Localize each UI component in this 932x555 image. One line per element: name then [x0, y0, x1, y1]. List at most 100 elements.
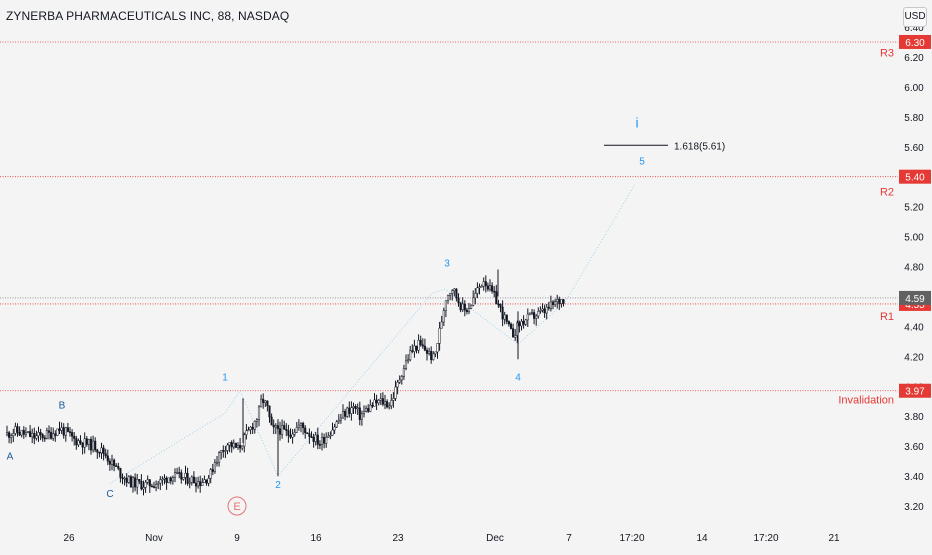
candle-body: [54, 433, 57, 436]
candle-body: [341, 411, 345, 419]
candle-body: [173, 472, 177, 478]
candle-body: [537, 311, 540, 317]
candle-body: [295, 427, 298, 433]
wave-label-b: B: [59, 401, 66, 412]
candle-body: [283, 425, 286, 430]
price-tick-label: 3.60: [904, 442, 924, 453]
candle-body: [207, 478, 210, 484]
candle-body: [352, 406, 355, 408]
candle-body: [482, 281, 485, 287]
candle-body: [419, 339, 422, 345]
candle-body: [197, 481, 200, 487]
candle-body: [211, 469, 214, 472]
candle-body: [327, 435, 330, 438]
candle-body: [354, 406, 357, 409]
candle-body: [451, 290, 454, 294]
candle-body: [24, 432, 27, 435]
candle-body: [29, 431, 32, 437]
candle-body: [417, 339, 420, 351]
candle-body: [247, 429, 250, 431]
candle-body: [89, 439, 93, 451]
candle-body: [274, 425, 277, 428]
candle-body: [394, 386, 397, 399]
wave-label-1: 1: [222, 372, 228, 383]
candle-body: [350, 407, 353, 414]
candle-body: [446, 295, 450, 301]
candle-body: [400, 376, 403, 381]
candle-body: [299, 423, 303, 426]
candle-body: [52, 433, 55, 439]
candle-body: [165, 477, 168, 483]
candle-body: [102, 447, 105, 454]
candle-body: [43, 437, 46, 440]
time-tick-label: 21: [828, 533, 840, 544]
candle-body: [64, 427, 67, 436]
candle-body: [272, 424, 275, 428]
candle-body: [18, 432, 21, 436]
level-tag-r2: 5.40: [905, 173, 925, 184]
candle-body: [146, 479, 149, 483]
time-tick-label: Dec: [486, 533, 504, 544]
candle-body: [234, 442, 237, 448]
candle-body: [497, 303, 500, 306]
candle-body: [83, 438, 86, 448]
candle-body: [379, 398, 382, 401]
candle-body: [476, 287, 479, 294]
time-tick-label: 17:20: [619, 533, 644, 544]
candle-body: [213, 462, 216, 472]
candle-body: [369, 404, 372, 412]
price-tick-label: 6.20: [904, 53, 924, 64]
candle-body: [10, 435, 13, 438]
candle-body: [281, 425, 284, 435]
price-tick-label: 6.00: [904, 83, 924, 94]
candle-body: [436, 343, 439, 353]
candle-body: [430, 350, 433, 361]
candle-body: [184, 472, 187, 478]
candle-body: [562, 299, 565, 304]
candle-body: [377, 400, 380, 404]
candle-body: [457, 297, 460, 304]
candle-body: [205, 479, 208, 484]
chart-title: ZYNERBA PHARMACEUTICALS INC, 88, NASDAQ: [6, 9, 290, 23]
candle-body: [262, 398, 265, 403]
candle-body: [287, 430, 290, 436]
candle-body: [127, 476, 130, 483]
candle-body: [266, 400, 269, 407]
candle-body: [545, 306, 548, 314]
time-tick-label: Nov: [145, 533, 163, 544]
level-tag-bg: [899, 34, 931, 49]
candle-body: [505, 314, 508, 322]
candle-body: [37, 432, 40, 437]
candle-body: [22, 429, 25, 435]
candle-body: [257, 406, 261, 420]
candle-body: [333, 426, 336, 431]
candle-body: [339, 417, 342, 421]
candle-body: [239, 444, 242, 449]
currency-button[interactable]: USD: [903, 7, 927, 27]
time-tick-label: 9: [234, 533, 240, 544]
candle-body: [533, 312, 536, 319]
price-tick-label: 3.20: [904, 502, 924, 513]
candle-body: [480, 285, 483, 288]
candle-body: [41, 434, 44, 439]
candle-body: [201, 482, 204, 487]
candle-body: [45, 430, 48, 439]
candle-body: [465, 309, 468, 312]
wave-label-4: 4: [515, 372, 521, 383]
wave-projection-line: [109, 183, 636, 484]
candle-body: [199, 481, 202, 487]
candle-body: [176, 472, 179, 474]
candle-body: [178, 472, 181, 474]
candle-body: [459, 302, 462, 311]
candle-body: [358, 407, 361, 420]
candle-body: [108, 460, 111, 465]
wave-label-5: 5: [639, 157, 645, 168]
candle-body: [493, 290, 496, 293]
candle-body: [171, 477, 174, 482]
candle-body: [92, 440, 95, 451]
candle-body: [62, 427, 65, 436]
candle-body: [423, 345, 426, 351]
candle-body: [541, 308, 544, 311]
